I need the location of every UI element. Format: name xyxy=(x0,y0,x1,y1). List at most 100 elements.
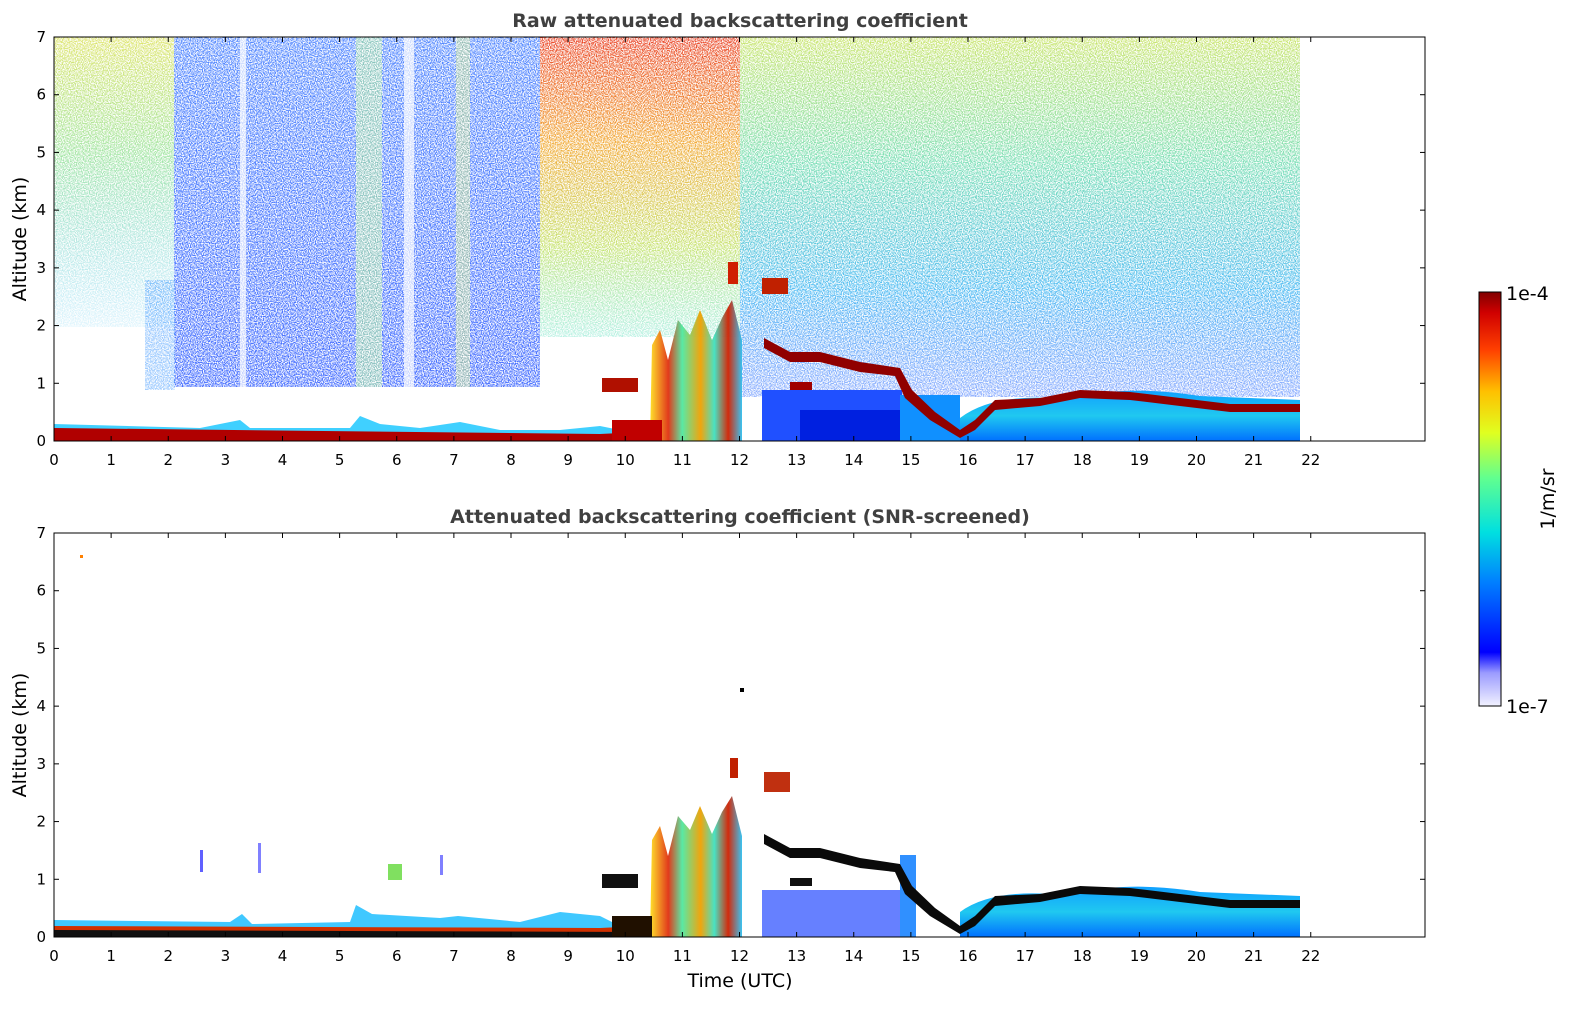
panel-raw-x-tick-label: 10 xyxy=(616,451,635,469)
panel-raw-x-ticks: 0 1 2 3 4 5 6 7 8 9 10 11 12 13 14 15 16 17 18 19 20 21 22 xyxy=(49,37,1320,469)
panel-screened-x-tick-label: 1 xyxy=(106,947,116,965)
panel-raw-x-tick-label: 14 xyxy=(844,451,863,469)
panel-raw-x-tick-label: 19 xyxy=(1130,451,1149,469)
cloud-feature xyxy=(764,772,790,792)
panel-screened-y-tick-label: 3 xyxy=(36,755,46,773)
colorbar: 1e-4 1e-7 1/m/sr xyxy=(1478,283,1559,718)
panel-raw-x-tick-label: 18 xyxy=(1073,451,1092,469)
panel-raw-x-tick-label: 21 xyxy=(1244,451,1263,469)
cloud-feature xyxy=(728,262,738,284)
panel-raw-x-tick-label: 9 xyxy=(563,451,573,469)
cloud-feature xyxy=(790,878,812,886)
panel-screened-x-tick-label: 18 xyxy=(1073,947,1092,965)
panel-raw-heatmap xyxy=(54,37,1300,441)
surface-aerosol-layer xyxy=(54,428,640,441)
convective-clouds xyxy=(650,300,742,441)
panel-screened-x-tick-label: 5 xyxy=(335,947,345,965)
colorbar-unit-label: 1/m/sr xyxy=(1537,468,1559,529)
panel-raw-y-tick-label: 3 xyxy=(36,259,46,277)
cloud-feature xyxy=(730,758,738,778)
cloud-feature xyxy=(612,916,652,937)
panel-raw-title: Raw attenuated backscattering coefficien… xyxy=(512,10,968,32)
cloud-feature xyxy=(762,278,788,294)
panel-raw-y-axis-label: Altitude (km) xyxy=(9,177,31,302)
panel-raw-y-tick-label: 1 xyxy=(36,374,46,392)
panel-screened-y-axis-label: Altitude (km) xyxy=(9,673,31,798)
panel-screened-x-tick-label: 9 xyxy=(563,947,573,965)
convective-clouds xyxy=(650,796,742,937)
panel-screened-y-tick-label: 4 xyxy=(36,697,46,715)
panel-screened-x-tick-label: 20 xyxy=(1187,947,1206,965)
panel-screened-y-tick-label: 6 xyxy=(36,582,46,600)
panel-raw-x-tick-label: 15 xyxy=(901,451,920,469)
panel-raw-x-tick-label: 3 xyxy=(221,451,231,469)
panel-raw-x-tick-label: 13 xyxy=(787,451,806,469)
heatmap-region xyxy=(800,410,900,441)
panel-raw-y-tick-label: 7 xyxy=(36,28,46,46)
panel-raw-x-tick-label: 17 xyxy=(1016,451,1035,469)
heatmap-region xyxy=(762,890,902,937)
panel-raw-x-tick-label: 11 xyxy=(673,451,692,469)
panel-raw-x-tick-label: 12 xyxy=(730,451,749,469)
panel-raw-y-ticks: 0 1 2 3 4 5 6 7 xyxy=(36,28,1425,450)
panel-screened-y-ticks: 0 1 2 3 4 5 6 7 xyxy=(36,524,1425,946)
heatmap-speckle xyxy=(200,850,203,872)
panel-screened-y-tick-label: 5 xyxy=(36,639,46,657)
panel-screened-x-tick-label: 12 xyxy=(730,947,749,965)
panel-raw: Raw attenuated backscattering coefficien… xyxy=(9,10,1426,469)
panel-screened-x-tick-label: 19 xyxy=(1130,947,1149,965)
heatmap-speckle xyxy=(258,843,261,873)
panel-screened-x-tick-label: 22 xyxy=(1301,947,1320,965)
panel-screened-y-tick-label: 2 xyxy=(36,813,46,831)
panel-raw-x-tick-label: 16 xyxy=(958,451,977,469)
colorbar-gradient xyxy=(1478,291,1502,707)
cloud-feature xyxy=(740,688,744,692)
panel-screened-x-tick-label: 15 xyxy=(901,947,920,965)
panel-raw-y-tick-label: 2 xyxy=(36,317,46,335)
panel-screened-x-tick-label: 4 xyxy=(278,947,288,965)
cloud-feature xyxy=(602,874,638,888)
panel-screened-x-tick-label: 21 xyxy=(1244,947,1263,965)
cloud-feature xyxy=(602,378,638,392)
panel-raw-x-tick-label: 6 xyxy=(392,451,402,469)
colorbar-min-label: 1e-7 xyxy=(1506,696,1549,718)
panel-raw-x-tick-label: 0 xyxy=(49,451,59,469)
panel-screened-title: Attenuated backscattering coefficient (S… xyxy=(450,506,1030,528)
panel-raw-y-tick-label: 0 xyxy=(36,432,46,450)
panel-screened-x-tick-label: 11 xyxy=(673,947,692,965)
heatmap-speckle xyxy=(388,864,402,880)
panel-screened-x-tick-label: 17 xyxy=(1016,947,1035,965)
panel-raw-x-tick-label: 2 xyxy=(163,451,173,469)
panel-screened-x-tick-label: 7 xyxy=(449,947,459,965)
panel-screened-y-tick-label: 7 xyxy=(36,524,46,542)
panel-screened-x-tick-label: 16 xyxy=(958,947,977,965)
heatmap-speckle xyxy=(440,855,443,875)
panel-raw-y-tick-label: 5 xyxy=(36,143,46,161)
panel-screened-y-tick-label: 0 xyxy=(36,928,46,946)
panel-screened-x-tick-label: 8 xyxy=(506,947,516,965)
panel-screened-y-tick-label: 1 xyxy=(36,870,46,888)
panel-screened-x-tick-label: 2 xyxy=(163,947,173,965)
panel-screened-x-ticks: 0 1 2 3 4 5 6 7 8 9 10 11 12 13 14 15 16 17 18 19 20 21 22 xyxy=(49,533,1320,965)
cloud-feature xyxy=(612,420,662,441)
panel-screened-x-tick-label: 0 xyxy=(49,947,59,965)
panel-raw-y-tick-label: 6 xyxy=(36,86,46,104)
cloud-feature xyxy=(790,382,812,390)
panel-raw-x-tick-label: 5 xyxy=(335,451,345,469)
panel-screened: Attenuated backscattering coefficient (S… xyxy=(9,506,1426,992)
panel-screened-x-tick-label: 10 xyxy=(616,947,635,965)
panel-raw-x-tick-label: 7 xyxy=(449,451,459,469)
panel-screened-x-tick-label: 14 xyxy=(844,947,863,965)
panel-screened-heatmap xyxy=(54,555,1300,937)
heatmap-speckle xyxy=(80,555,83,558)
panel-screened-x-tick-label: 6 xyxy=(392,947,402,965)
colorbar-max-label: 1e-4 xyxy=(1506,283,1549,305)
panel-raw-x-tick-label: 1 xyxy=(106,451,116,469)
panel-raw-x-tick-label: 20 xyxy=(1187,451,1206,469)
panel-raw-x-tick-label: 22 xyxy=(1301,451,1320,469)
panel-screened-x-tick-label: 3 xyxy=(221,947,231,965)
panel-screened-x-tick-label: 13 xyxy=(787,947,806,965)
panel-raw-x-tick-label: 4 xyxy=(278,451,288,469)
panel-raw-y-tick-label: 4 xyxy=(36,201,46,219)
